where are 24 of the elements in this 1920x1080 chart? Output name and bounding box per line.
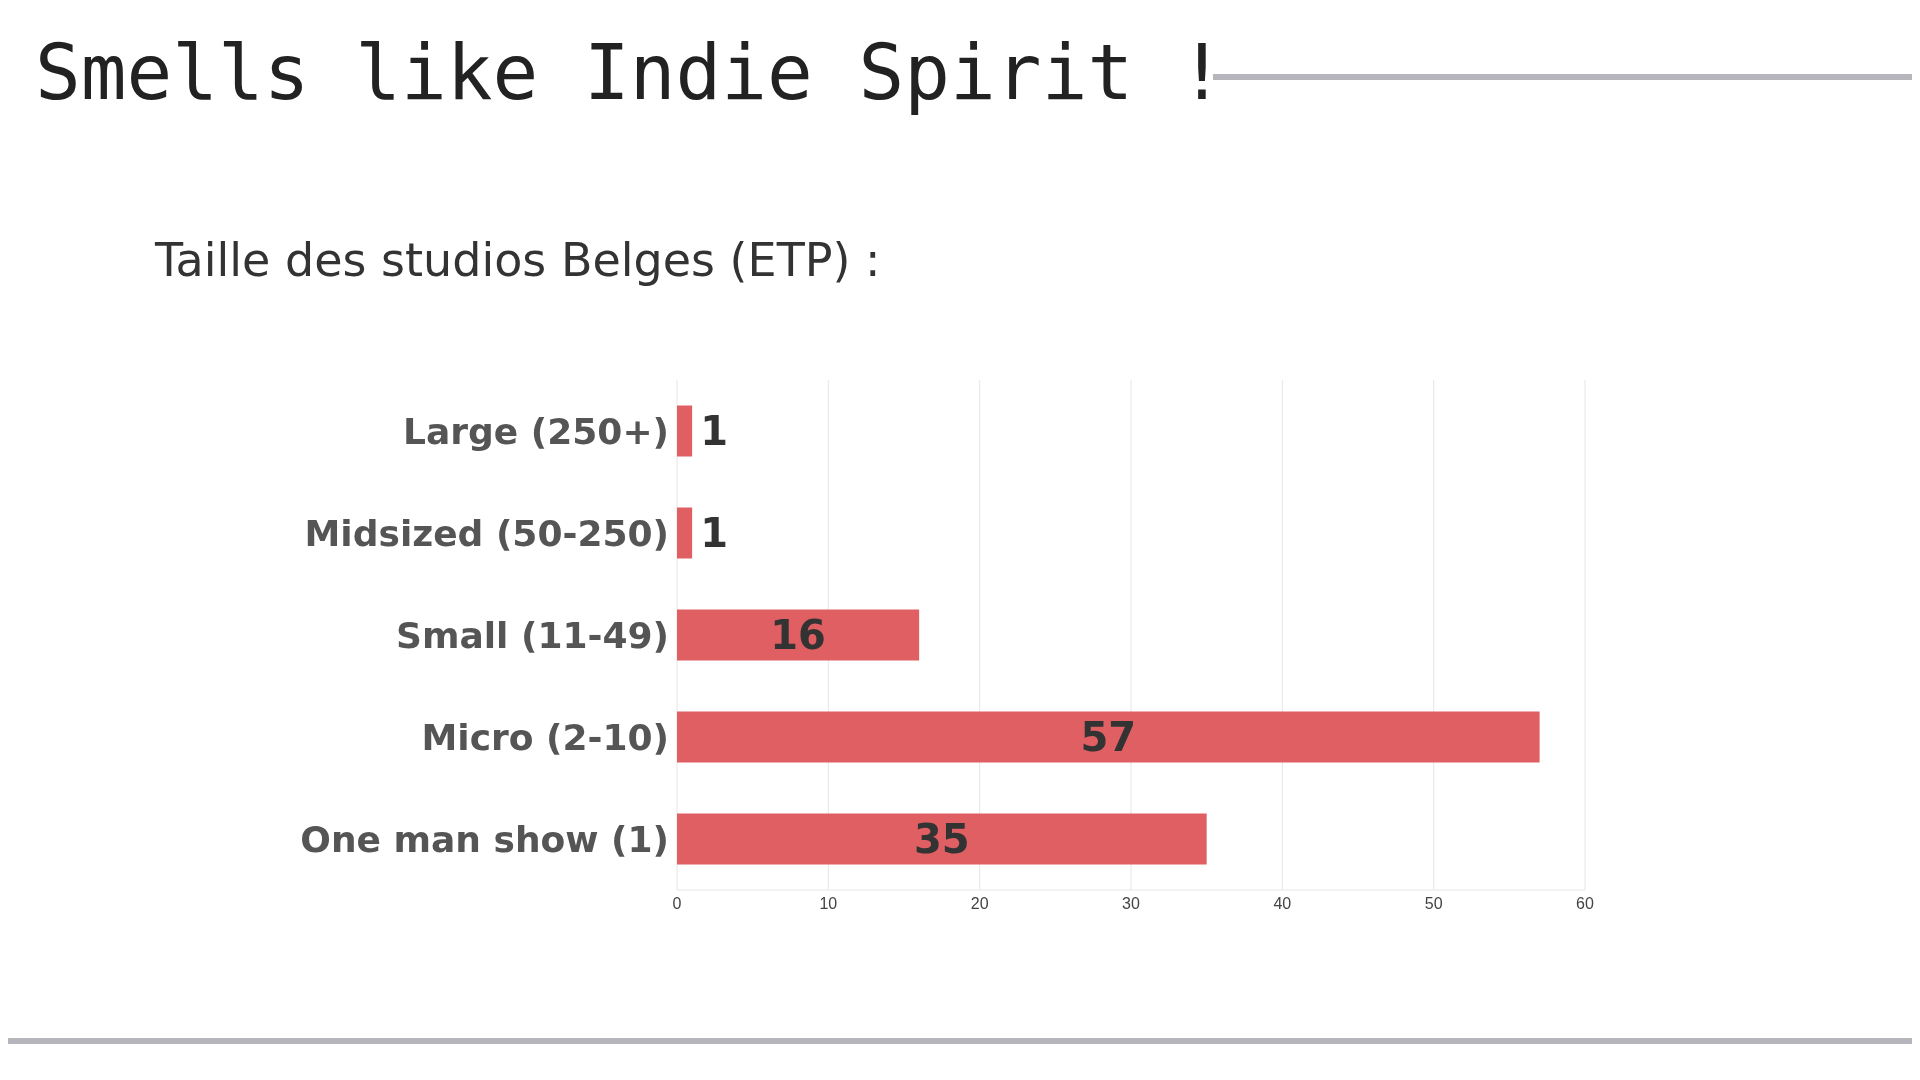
y-tick-label: Small (11-49) xyxy=(396,614,669,656)
bar xyxy=(677,711,1540,763)
x-tick-label: 10 xyxy=(819,895,838,913)
bar xyxy=(677,507,693,559)
x-tick-label: 30 xyxy=(1122,895,1140,913)
y-tick-label: Midsized (50-250) xyxy=(304,512,669,554)
chart-title: Smells like Indie Spirit ! xyxy=(35,28,1225,117)
x-tick-label: 40 xyxy=(1273,895,1292,913)
data-label: 35 xyxy=(914,816,970,862)
data-label: 57 xyxy=(1080,714,1137,760)
bar xyxy=(677,405,693,457)
y-tick-label: Large (250+) xyxy=(403,410,669,452)
bar xyxy=(677,813,1207,865)
bar xyxy=(677,609,920,661)
x-tick-label: 0 xyxy=(672,895,682,913)
x-tick-label: 60 xyxy=(1576,895,1594,913)
data-label: 1 xyxy=(700,510,728,556)
y-tick-label: One man show (1) xyxy=(300,818,669,860)
data-label: 16 xyxy=(770,612,826,658)
x-tick-label: 50 xyxy=(1424,895,1443,913)
data-label: 1 xyxy=(700,408,728,454)
y-tick-label: Micro (2-10) xyxy=(421,716,669,758)
chart-subtitle: Taille des studios Belges (ETP) : xyxy=(155,233,881,287)
x-tick-label: 20 xyxy=(970,895,989,913)
